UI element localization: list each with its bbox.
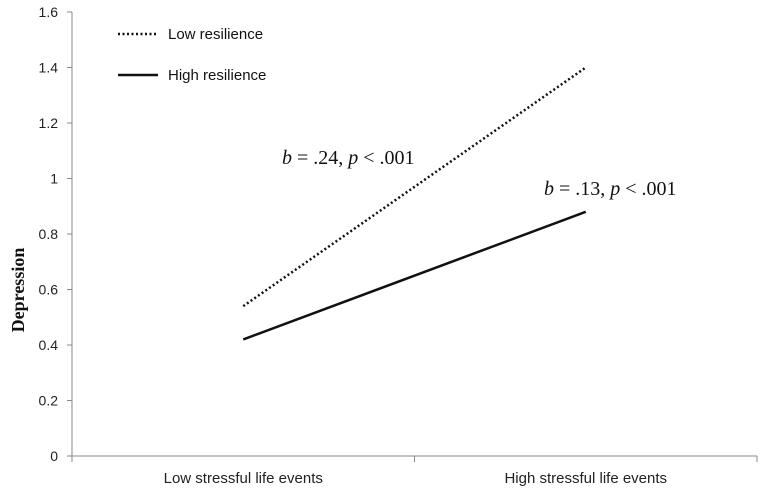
y-tick-label: 0.6	[39, 282, 59, 298]
y-tick-label: 0	[50, 448, 58, 464]
y-tick-label: 0.2	[39, 393, 59, 409]
annotation-b-text: = .24,	[292, 147, 348, 169]
y-tick-label: 1.2	[39, 115, 59, 131]
annotation-p-symbol: p	[346, 147, 358, 169]
annotation-p-symbol: p	[608, 178, 620, 200]
y-ticks: 0 0.2 0.4 0.6 0.8 1 1.2 1.4 1.6	[39, 4, 72, 464]
legend-label-low-resilience: Low resilience	[168, 26, 263, 43]
annotation-low-resilience: b = .24, p < .001	[282, 147, 415, 169]
series-line-low-resilience	[242, 66, 587, 308]
legend-label-high-resilience: High resilience	[168, 67, 266, 84]
y-tick-label: 1.6	[39, 4, 59, 20]
annotation-b-symbol: b	[282, 147, 292, 169]
series-line-high-resilience	[242, 210, 587, 341]
legend: Low resilience High resilience	[118, 26, 266, 84]
annotation-b-text: = .13,	[554, 178, 610, 200]
annotation-p-text: < .001	[620, 178, 676, 200]
series-lines	[242, 66, 587, 341]
y-axis-label: Depression	[8, 248, 28, 333]
annotation-b-symbol: b	[544, 178, 554, 200]
y-tick-label: 1	[50, 171, 58, 187]
x-ticks: Low stressful life events High stressful …	[71, 456, 758, 487]
y-tick-label: 1.4	[39, 60, 59, 76]
annotation-p-text: < .001	[358, 147, 414, 169]
x-category-label: Low stressful life events	[164, 470, 323, 487]
x-category-label: High stressful life events	[504, 470, 667, 487]
annotation-high-resilience: b = .13, p < .001	[544, 178, 677, 200]
y-tick-label: 0.8	[39, 226, 59, 242]
y-tick-label: 0.4	[39, 337, 59, 353]
